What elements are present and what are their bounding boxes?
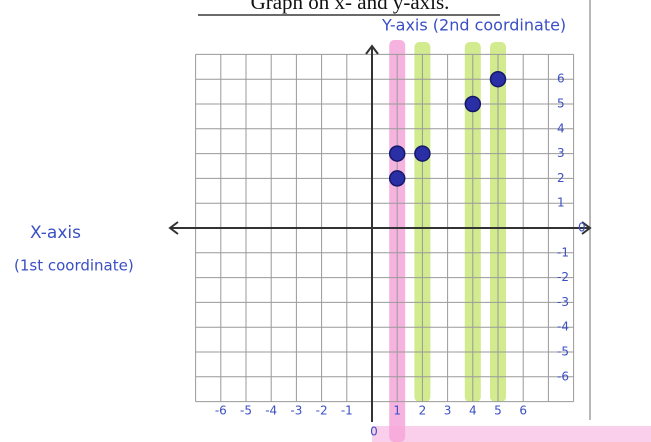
chart-title: Graph on x- and y-axis. xyxy=(251,0,450,14)
y-tick-label: -3 xyxy=(557,295,569,309)
y-tick-label: 6 xyxy=(557,72,565,86)
x-tick-label: 2 xyxy=(419,404,427,418)
x-tick-label: -2 xyxy=(316,404,328,418)
x-tick-label: 5 xyxy=(494,404,502,418)
y-tick-label: -4 xyxy=(557,320,569,334)
point xyxy=(390,146,405,161)
x-tick-label: -5 xyxy=(240,404,252,418)
x-tick-label: 4 xyxy=(469,404,477,418)
y-tick-label: 5 xyxy=(557,97,565,111)
x-tick-label: 3 xyxy=(444,404,452,418)
highlight-strip xyxy=(372,426,651,442)
point xyxy=(491,72,506,87)
point xyxy=(415,146,430,161)
background xyxy=(0,0,651,442)
x-tick-label: 1 xyxy=(393,404,401,418)
x-tick-label: -6 xyxy=(215,404,227,418)
x-tick-label: -3 xyxy=(290,404,302,418)
y-tick-label: 3 xyxy=(557,146,565,160)
y-tick-label: 4 xyxy=(557,121,565,135)
y-tick-label: -5 xyxy=(557,345,569,359)
y-tick-label: 0 xyxy=(578,221,586,235)
page: {"chart_data": { "type": "scatter", "tit… xyxy=(0,0,651,442)
x-tick-label: -1 xyxy=(341,404,353,418)
y-tick-label: -1 xyxy=(557,245,569,259)
worksheet-graph: -6-5-4-3-2-10123456-6-5-4-3-2-10123456 G… xyxy=(0,0,651,442)
x-axis-label-note: (1st coordinate) xyxy=(14,257,134,275)
y-tick-label: -2 xyxy=(557,270,569,284)
point xyxy=(390,171,405,186)
point xyxy=(465,97,480,112)
y-tick-label: 1 xyxy=(557,196,565,210)
y-axis-label: Y-axis (2nd coordinate) xyxy=(381,16,566,35)
x-axis-label: X-axis xyxy=(30,223,81,243)
y-tick-label: -6 xyxy=(557,369,569,383)
x-tick-label: -4 xyxy=(265,404,277,418)
y-tick-label: 2 xyxy=(557,171,565,185)
x-tick-label: 0 xyxy=(370,425,378,439)
x-tick-label: 6 xyxy=(519,404,527,418)
